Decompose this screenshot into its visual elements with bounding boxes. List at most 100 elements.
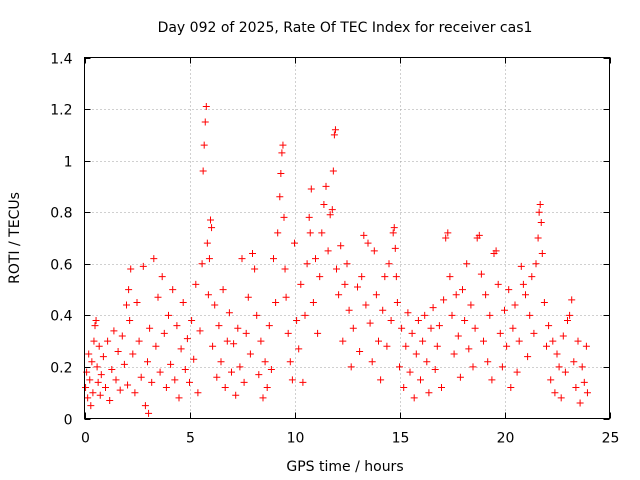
data-point	[498, 363, 506, 371]
data-point	[535, 208, 543, 216]
data-point	[288, 376, 296, 384]
data-point	[337, 242, 345, 250]
data-point	[92, 317, 100, 325]
data-point	[461, 317, 469, 325]
data-point	[536, 200, 544, 208]
data-point	[219, 286, 227, 294]
data-point	[127, 265, 135, 273]
data-point	[513, 368, 521, 376]
data-point	[123, 301, 130, 309]
data-point	[528, 273, 536, 281]
data-point	[230, 340, 238, 348]
data-point	[133, 298, 141, 306]
data-point	[278, 149, 286, 157]
data-point	[400, 384, 408, 392]
data-point	[360, 231, 368, 239]
data-point	[532, 260, 540, 268]
data-point	[94, 378, 102, 386]
data-point	[84, 394, 92, 402]
data-point	[299, 378, 307, 386]
data-point	[190, 355, 198, 363]
data-point	[564, 317, 571, 325]
data-point	[503, 342, 511, 350]
data-point	[259, 394, 267, 402]
data-point	[181, 366, 189, 374]
data-point	[419, 337, 427, 345]
data-point	[375, 337, 382, 345]
data-point	[314, 329, 322, 337]
data-point	[116, 386, 124, 394]
data-point	[557, 394, 565, 402]
data-point	[423, 358, 431, 366]
y-tick-label: 0.4	[50, 309, 72, 325]
data-point	[385, 260, 393, 268]
data-point	[246, 350, 254, 358]
data-point	[326, 211, 334, 219]
data-point	[324, 247, 332, 255]
data-point	[297, 280, 305, 288]
data-point	[383, 342, 391, 350]
data-point	[551, 389, 559, 397]
data-point	[124, 381, 132, 389]
data-point	[480, 337, 487, 345]
data-point	[162, 384, 170, 392]
data-point	[465, 345, 473, 353]
data-point	[280, 213, 288, 221]
data-point	[496, 329, 504, 337]
data-point	[148, 378, 156, 386]
data-point	[328, 206, 336, 214]
data-point	[240, 378, 248, 386]
data-point	[389, 229, 397, 237]
data-point	[566, 311, 574, 319]
data-point	[232, 391, 240, 399]
data-point	[448, 311, 456, 319]
data-point	[568, 296, 576, 304]
data-point	[391, 244, 399, 252]
data-point	[309, 298, 317, 306]
data-point	[366, 319, 374, 327]
data-point	[215, 322, 223, 330]
data-point	[530, 329, 538, 337]
data-point	[186, 378, 193, 386]
data-point	[545, 322, 553, 330]
y-tick-label: 0	[64, 413, 73, 429]
x-tick-label: 5	[186, 431, 195, 447]
data-point	[398, 324, 406, 332]
data-point	[90, 337, 98, 345]
data-point	[406, 368, 414, 376]
data-point	[97, 371, 105, 379]
data-point	[125, 286, 133, 294]
data-point	[110, 327, 118, 335]
data-point	[158, 273, 166, 281]
data-point	[339, 337, 347, 345]
data-point	[574, 337, 582, 345]
data-point	[469, 363, 477, 371]
y-tick-label: 1	[64, 155, 73, 171]
data-point	[377, 376, 385, 384]
data-point	[537, 219, 545, 227]
y-tick-label: 0.2	[50, 361, 72, 377]
data-point	[244, 293, 252, 301]
data-point	[333, 265, 340, 273]
data-point	[89, 389, 97, 397]
data-point	[526, 311, 534, 319]
data-point	[208, 224, 216, 232]
data-point	[549, 337, 557, 345]
data-point	[199, 167, 207, 175]
data-point	[236, 363, 244, 371]
data-point	[129, 350, 137, 358]
data-point	[343, 260, 351, 268]
data-point	[106, 396, 114, 404]
data-point	[93, 363, 101, 371]
data-point	[255, 371, 263, 379]
data-point	[209, 342, 217, 350]
data-point	[234, 324, 242, 332]
data-point	[118, 332, 126, 340]
data-point	[477, 270, 485, 278]
data-point	[417, 376, 424, 384]
data-point	[175, 394, 183, 402]
data-point	[507, 384, 515, 392]
data-point	[425, 389, 433, 397]
data-point	[488, 376, 496, 384]
data-points	[82, 102, 591, 417]
